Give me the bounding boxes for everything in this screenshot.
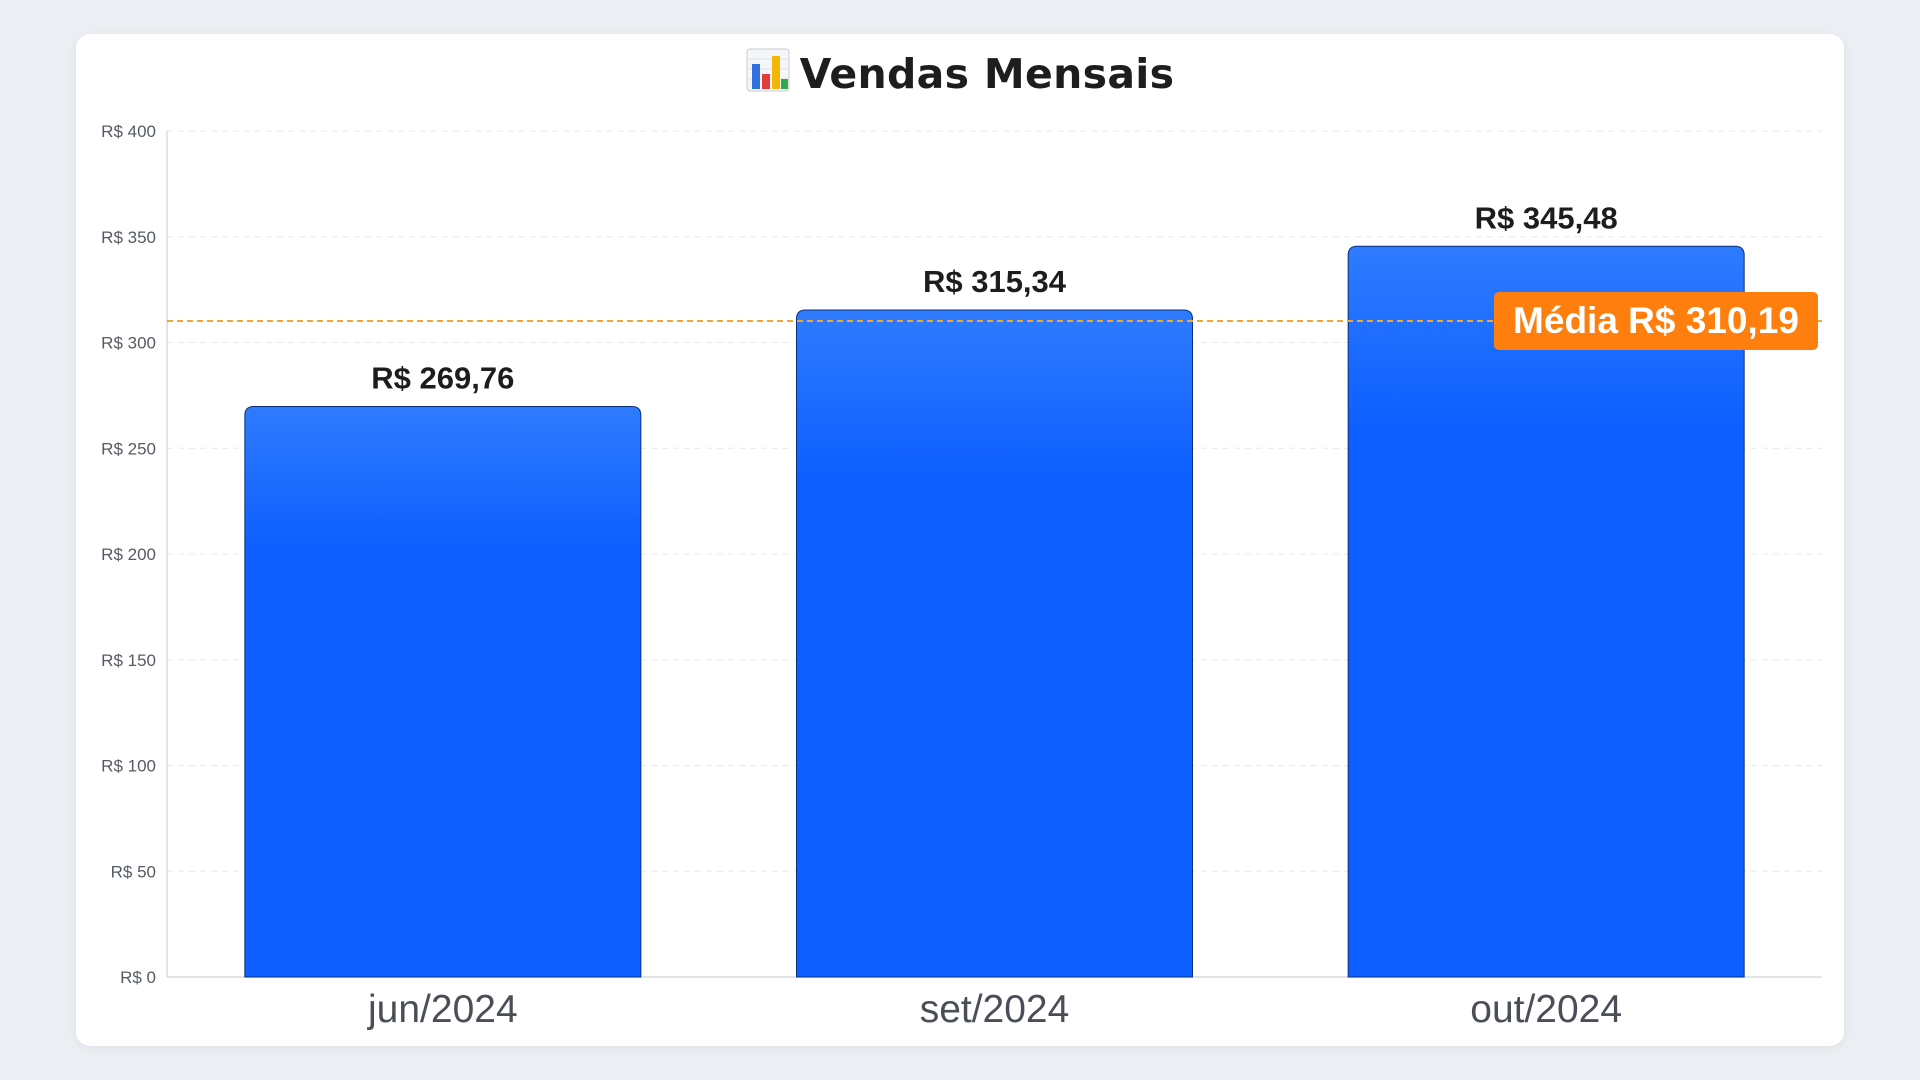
x-tick-label: out/2024	[1470, 988, 1622, 1031]
y-tick-label: R$ 350	[101, 228, 156, 247]
y-tick-label: R$ 50	[111, 862, 156, 881]
y-tick-label: R$ 300	[101, 334, 156, 353]
average-label: Média R$ 310,19	[1513, 300, 1799, 341]
y-tick-label: R$ 100	[101, 757, 156, 776]
chart-title-text: Vendas Mensais	[799, 50, 1175, 98]
y-tick-label: R$ 250	[101, 439, 156, 458]
x-tick-label: jun/2024	[367, 988, 518, 1031]
bar	[1347, 245, 1745, 978]
chart-title: Vendas Mensais	[0, 48, 1920, 102]
bar	[244, 405, 642, 978]
bar-chart-icon	[746, 48, 790, 102]
y-tick-label: R$ 0	[120, 968, 156, 987]
bar-value-label: R$ 315,34	[923, 264, 1067, 299]
y-tick-label: R$ 200	[101, 545, 156, 564]
y-tick-label: R$ 150	[101, 651, 156, 670]
y-tick-label: R$ 400	[101, 122, 156, 141]
x-tick-label: set/2024	[920, 988, 1070, 1031]
bar	[796, 309, 1193, 978]
bar-value-label: R$ 345,48	[1475, 200, 1618, 235]
average-badge	[1494, 291, 1818, 350]
bar-value-label: R$ 269,76	[371, 360, 514, 395]
